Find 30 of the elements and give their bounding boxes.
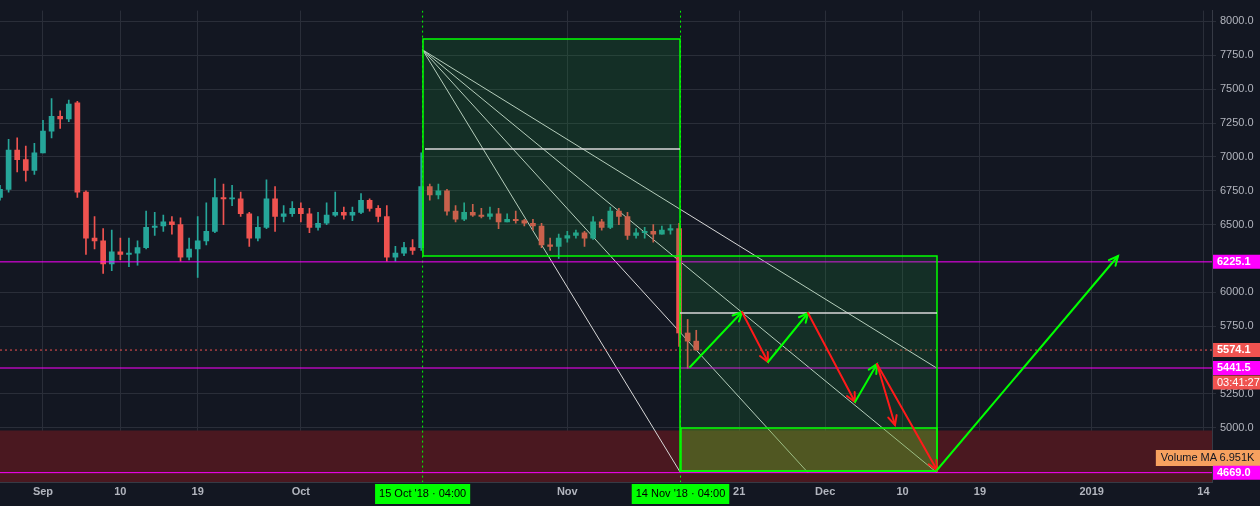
ref-line-label: 15 Oct '18 · 04:00 [379, 487, 467, 500]
ref-line-label: 4669.0 [1217, 465, 1251, 478]
y-tick-label: 7750.0 [1220, 48, 1254, 61]
x-tick-label: 19 [973, 484, 987, 497]
x-tick-label: 19 [191, 484, 204, 497]
y-tick-label: 7250.0 [1220, 116, 1254, 129]
y-tick-label: 7000.0 [1220, 149, 1254, 162]
x-tick-label: Oct [291, 484, 311, 497]
y-tick-label: 6000.0 [1220, 285, 1254, 298]
ref-line-label: 5441.5 [1217, 361, 1251, 374]
y-tick-label: 7500.0 [1220, 82, 1254, 95]
x-tick-label: 10 [114, 484, 127, 497]
y-tick-label: 6750.0 [1220, 183, 1254, 196]
y-tick-label: 5000.0 [1220, 420, 1254, 433]
y-tick-label: 8000.0 [1220, 14, 1254, 27]
annotation: Volume MA 6.951K [1160, 451, 1256, 464]
ref-line-label: 5574.1 [1217, 343, 1251, 356]
y-tick-label: 5750.0 [1220, 319, 1254, 332]
y-tick-label: 6500.0 [1220, 217, 1254, 230]
y-tick-label: 5250.0 [1220, 386, 1254, 399]
x-tick-label: Sep [32, 484, 54, 497]
text: 03:41:27 [1217, 375, 1260, 388]
x-tick-label: Dec [815, 484, 836, 497]
x-tick-label: 14 [1197, 484, 1211, 497]
x-tick-label: 21 [733, 484, 746, 497]
ref-line-label: 14 Nov '18 · 04:00 [635, 487, 726, 500]
x-tick-label: Nov [556, 484, 579, 497]
ref-line-label: 6225.1 [1217, 254, 1251, 267]
x-tick-label: 10 [896, 484, 909, 497]
x-tick-label: 2019 [1079, 484, 1104, 497]
